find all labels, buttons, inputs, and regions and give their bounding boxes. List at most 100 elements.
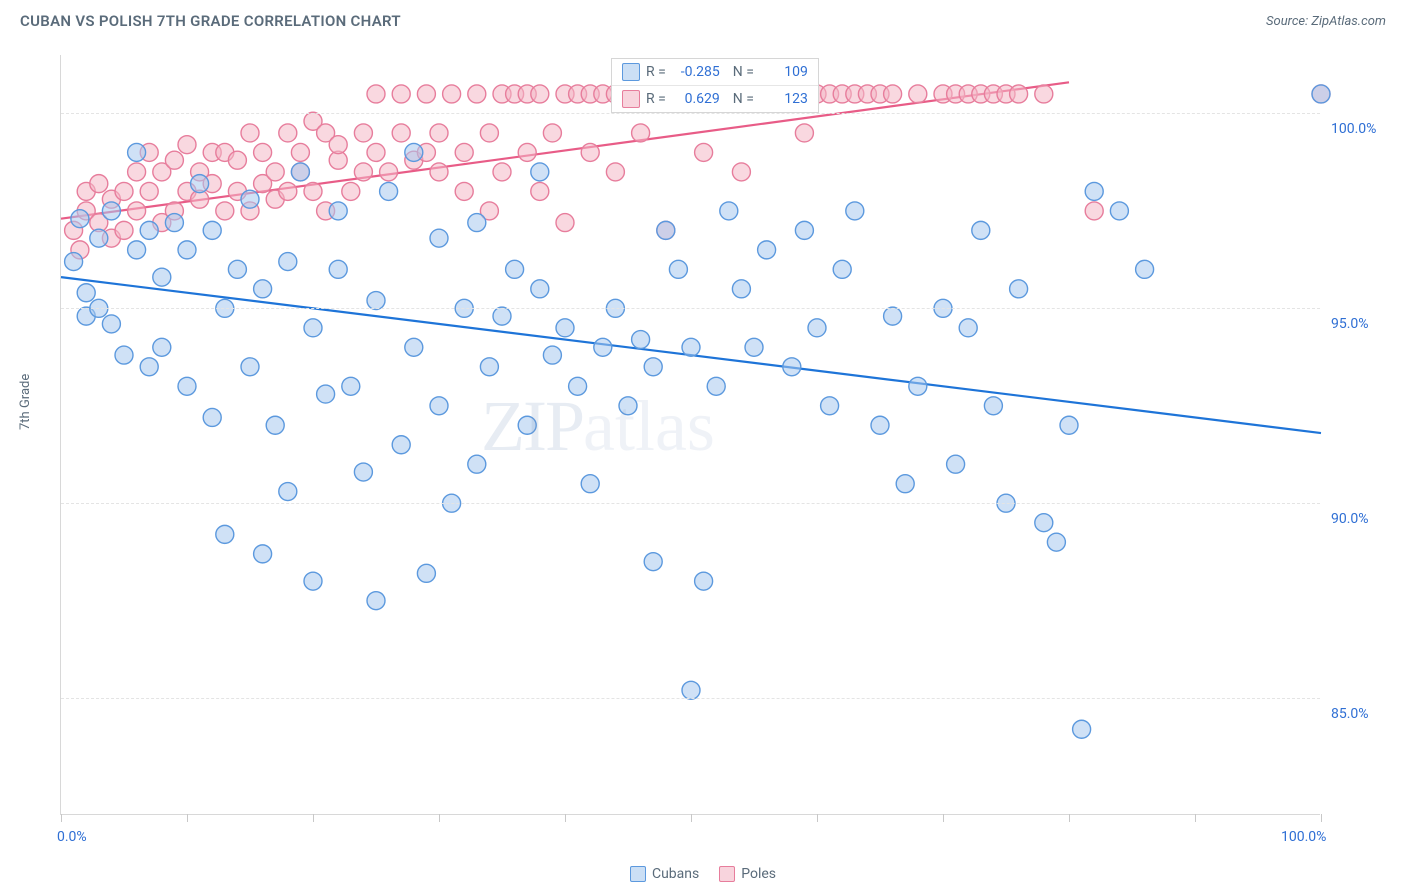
cubans-point (972, 221, 990, 239)
cubans-point (821, 397, 839, 415)
r-label: R = (646, 91, 666, 107)
y-tick-label: 100.0% (1331, 121, 1376, 137)
cubans-point (896, 475, 914, 493)
cubans-point (140, 221, 158, 239)
cubans-point (720, 202, 738, 220)
cubans-point (178, 377, 196, 395)
stats-row-poles: R = 0.629 N = 123 (612, 85, 818, 112)
x-max-label: 100.0% (1281, 829, 1326, 845)
poles-point (165, 151, 183, 169)
cubans-point (128, 241, 146, 259)
swatch-poles (622, 90, 640, 108)
cubans-point (846, 202, 864, 220)
cubans-point (783, 358, 801, 376)
cubans-point (795, 221, 813, 239)
cubans-point (254, 280, 272, 298)
cubans-point (392, 436, 410, 454)
poles-point (518, 143, 536, 161)
poles-point (392, 124, 410, 142)
cubans-point (569, 377, 587, 395)
poles-point (430, 124, 448, 142)
cubans-point (266, 416, 284, 434)
r-label: R = (646, 64, 666, 80)
cubans-point (506, 260, 524, 278)
cubans-point (1073, 720, 1091, 738)
y-axis-label: 7th Grade (18, 374, 33, 430)
poles-point (884, 85, 902, 103)
cubans-point (241, 190, 259, 208)
poles-point (354, 124, 372, 142)
cubans-point (959, 319, 977, 337)
poles-point (90, 175, 108, 193)
x-tick (61, 814, 62, 822)
poles-point (443, 85, 461, 103)
x-tick (439, 814, 440, 822)
n-value-cubans: 109 (760, 64, 808, 80)
x-min-label: 0.0% (57, 829, 87, 845)
cubans-point (947, 455, 965, 473)
x-tick (313, 814, 314, 822)
cubans-point (153, 338, 171, 356)
cubans-point (304, 319, 322, 337)
swatch-poles-icon (719, 866, 735, 882)
correlation-stats-box: R = -0.285 N = 109 R = 0.629 N = 123 (611, 58, 819, 113)
cubans-point (1085, 182, 1103, 200)
y-tick-label: 85.0% (1331, 706, 1369, 722)
poles-point (581, 143, 599, 161)
poles-point (216, 202, 234, 220)
poles-point (556, 214, 574, 232)
cubans-point (531, 163, 549, 181)
poles-point (279, 124, 297, 142)
cubans-point (758, 241, 776, 259)
swatch-cubans-icon (630, 866, 646, 882)
cubans-point (216, 525, 234, 543)
cubans-point (594, 338, 612, 356)
cubans-point (543, 346, 561, 364)
poles-point (342, 182, 360, 200)
cubans-point (102, 202, 120, 220)
cubans-point (468, 214, 486, 232)
cubans-point (833, 260, 851, 278)
cubans-point (657, 221, 675, 239)
poles-point (606, 163, 624, 181)
poles-point (430, 163, 448, 181)
x-tick (943, 814, 944, 822)
x-legend: Cubans Poles (0, 866, 1406, 882)
cubans-point (115, 346, 133, 364)
gridline (61, 113, 1320, 114)
n-label: N = (726, 91, 754, 107)
cubans-point (984, 397, 1002, 415)
poles-point (178, 136, 196, 154)
cubans-point (682, 338, 700, 356)
r-value-poles: 0.629 (672, 91, 720, 107)
poles-point (392, 85, 410, 103)
cubans-point (556, 319, 574, 337)
poles-point (531, 182, 549, 200)
poles-point (266, 163, 284, 181)
x-tick (1195, 814, 1196, 822)
cubans-point (279, 253, 297, 271)
x-tick (1321, 814, 1322, 822)
cubans-point (342, 377, 360, 395)
poles-point (329, 136, 347, 154)
cubans-point (102, 315, 120, 333)
cubans-point (644, 553, 662, 571)
cubans-point (128, 143, 146, 161)
cubans-point (417, 564, 435, 582)
poles-point (480, 124, 498, 142)
chart-title: CUBAN VS POLISH 7TH GRADE CORRELATION CH… (20, 12, 401, 30)
poles-point (493, 163, 511, 181)
cubans-point (644, 358, 662, 376)
cubans-point (430, 229, 448, 247)
cubans-point (354, 463, 372, 481)
cubans-point (254, 545, 272, 563)
cubans-point (871, 416, 889, 434)
poles-point (354, 163, 372, 181)
cubans-point (71, 210, 89, 228)
cubans-point (531, 280, 549, 298)
cubans-point (405, 143, 423, 161)
cubans-point (65, 253, 83, 271)
cubans-point (707, 377, 725, 395)
poles-point (1085, 202, 1103, 220)
poles-point (1010, 85, 1028, 103)
